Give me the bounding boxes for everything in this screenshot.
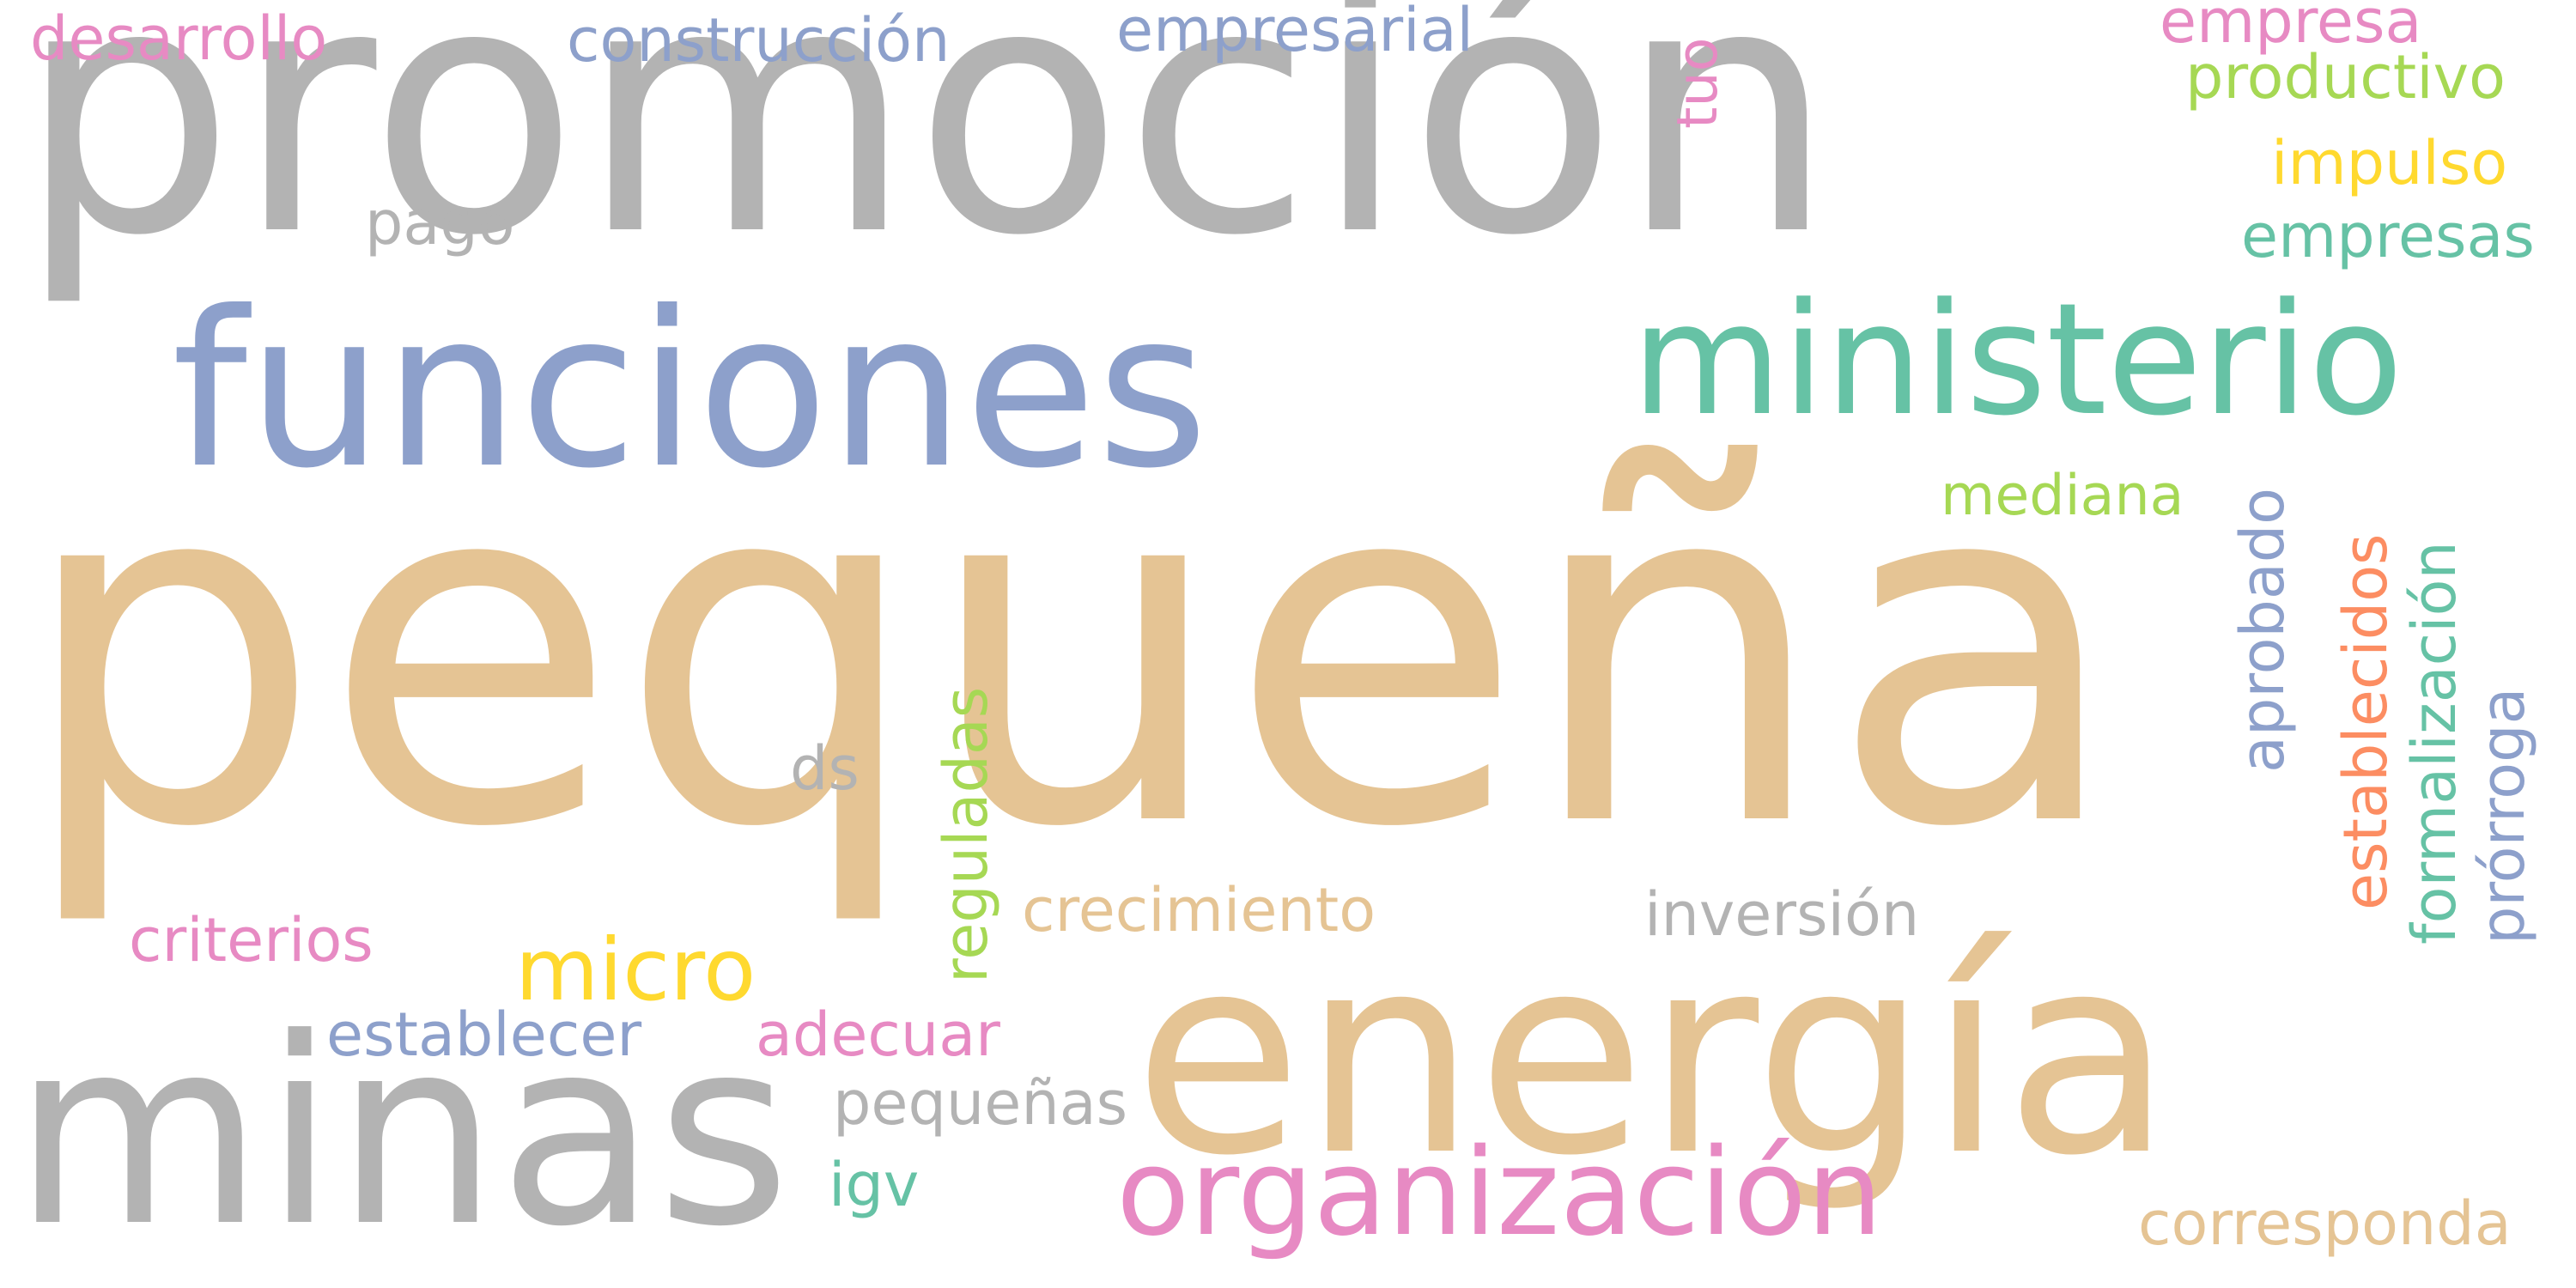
word: minas xyxy=(13,983,791,1283)
word: crecimiento xyxy=(1022,875,1376,945)
word: ministerio xyxy=(1631,270,2403,450)
word: impulso xyxy=(2271,128,2508,198)
word: pequeñas xyxy=(833,1068,1128,1139)
word: empresas xyxy=(2241,201,2535,271)
word: energía xyxy=(1133,896,2173,1216)
word: criterios xyxy=(129,905,374,975)
word: empresarial xyxy=(1116,0,1473,65)
word: adecuar xyxy=(756,999,1000,1070)
word: establecer xyxy=(326,999,642,1070)
word: formalización xyxy=(2399,541,2470,945)
word: pequeña xyxy=(17,373,2124,933)
word: pago xyxy=(365,188,515,258)
word: igv xyxy=(829,1150,920,1220)
word: tuo xyxy=(1666,37,1730,129)
word: ds xyxy=(790,733,860,804)
word: mediana xyxy=(1941,464,2184,528)
word: reguladas xyxy=(931,686,1001,983)
word: organización xyxy=(1116,1123,1883,1263)
word: productivo xyxy=(2185,42,2506,112)
word: funciones xyxy=(172,265,1209,515)
word: establecidos xyxy=(2330,533,2401,911)
word: promoción xyxy=(17,0,1836,311)
word: prórroga xyxy=(2468,687,2538,945)
word: empresa xyxy=(2160,0,2422,57)
word: construcción xyxy=(567,5,951,76)
word: micro xyxy=(515,920,756,1020)
word: corresponda xyxy=(2138,1188,2512,1259)
word: aprobado xyxy=(2227,488,2298,773)
word: desarrollo xyxy=(30,3,328,74)
word: inversión xyxy=(1644,879,1920,950)
